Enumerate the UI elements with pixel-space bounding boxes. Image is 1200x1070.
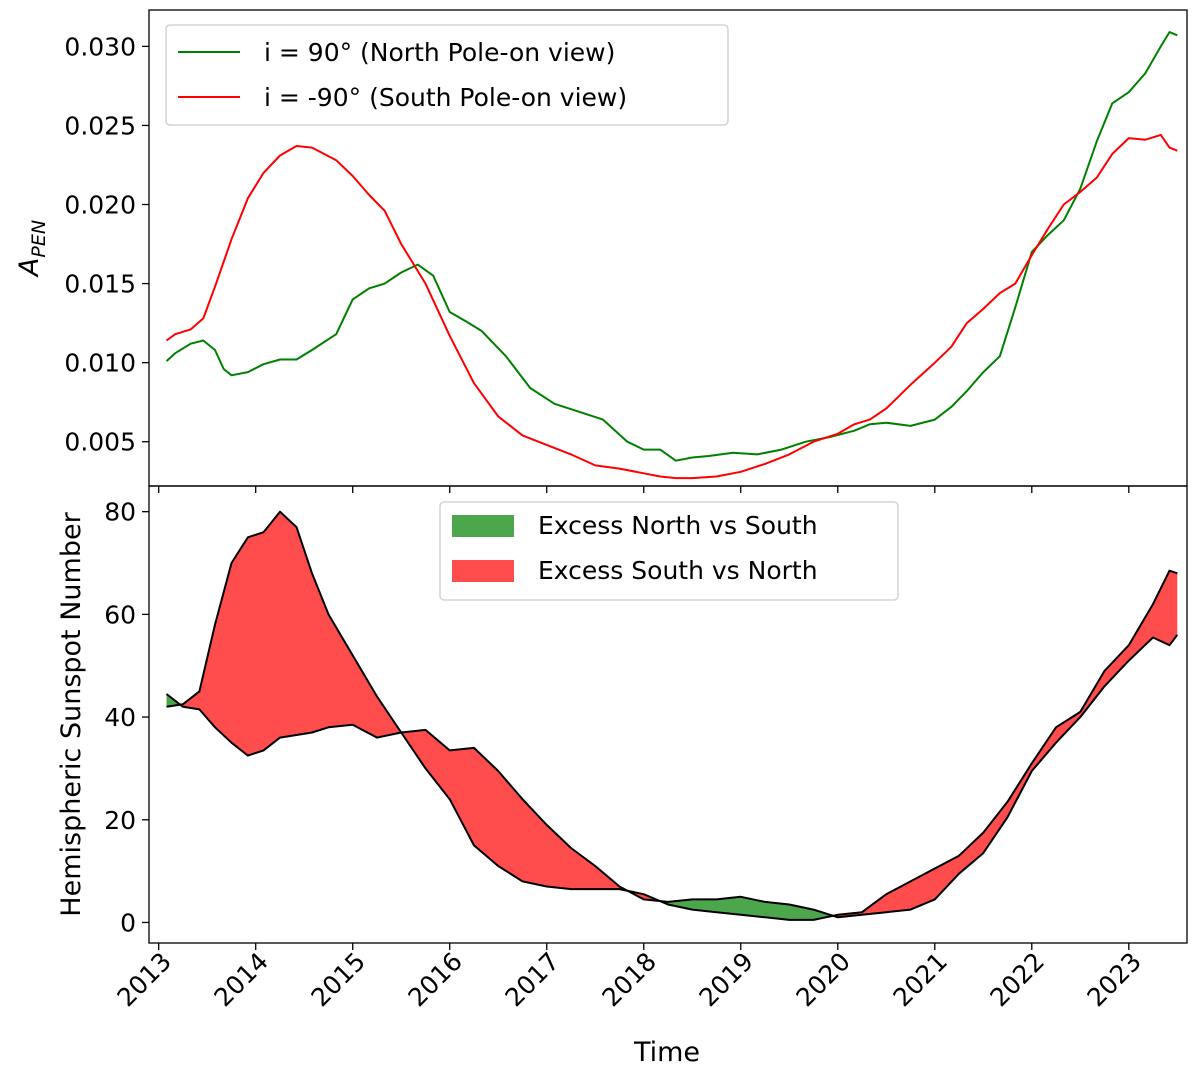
apen-y-tick-label: 0.020 [64, 191, 136, 220]
apen-y-tick-label: 0.005 [64, 428, 136, 457]
top-panel: 0.005 0.010 0.015 0.020 0.025 0.030 APEN i = … [14, 9, 1188, 493]
sunspot-y-tick-label: 20 [104, 806, 136, 835]
bottom-plot-frame [148, 485, 1188, 944]
apen-y-tick-label: 0.030 [64, 32, 136, 61]
apen-legend-label-1: i = -90° (South Pole-on view) [264, 83, 627, 112]
sunspot-legend-label-0: Excess North vs South [538, 511, 818, 540]
time-x-tick-label: 2014 [208, 947, 273, 1012]
apen-legend-label-0: i = 90° (North Pole-on view) [264, 38, 615, 67]
apen-x-ticks [158, 486, 1130, 493]
apen-y-tick-label: 0.015 [64, 270, 136, 299]
time-x-tick-label: 2022 [985, 947, 1050, 1012]
sunspot-legend-label-1: Excess South vs North [538, 556, 818, 585]
south-sunspot-line [166, 510, 1178, 921]
time-x-tick-label: 2013 [111, 947, 176, 1012]
time-x-tick-label: 2023 [1082, 947, 1147, 1012]
sunspot-y-tick-label: 0 [120, 908, 136, 937]
sunspot-y-tick-label: 60 [104, 600, 136, 629]
north-sunspot-line [165, 634, 1179, 919]
apen-y-axis-label: APEN [14, 220, 50, 278]
sunspot-y-axis: 0 20 40 60 80 [104, 498, 149, 937]
time-x-tick-label: 2017 [499, 947, 564, 1012]
time-x-tick-label: 2021 [888, 947, 953, 1012]
apen-series-line-1 [165, 133, 1178, 480]
excess-north-region-3 [659, 896, 833, 920]
time-x-axis: 2013 2014 2015 2016 2017 2018 2019 2020 2021 2022… [111, 943, 1147, 1012]
apen-legend: i = 90° (North Pole-on view) i = -90° (So… [165, 24, 729, 126]
time-x-tick-label: 2019 [694, 947, 759, 1012]
sunspot-legend-swatch-1 [452, 560, 514, 582]
time-x-axis-label: Time [633, 1037, 700, 1068]
excess-south-region-1 [180, 511, 628, 891]
apen-y-axis-label-sub: PEN [28, 220, 50, 258]
apen-legend-box [165, 24, 729, 126]
time-x-tick-label: 2016 [402, 947, 467, 1012]
time-x-tick-label: 2018 [596, 947, 661, 1012]
apen-y-axis-label-main: A [14, 258, 45, 278]
apen-y-tick-label: 0.025 [64, 111, 136, 140]
sunspot-lines [165, 510, 1179, 921]
time-x-tick-label: 2015 [305, 947, 370, 1012]
sunspot-legend-swatch-0 [452, 515, 514, 537]
sunspot-legend-box [439, 501, 899, 601]
sunspot-y-tick-label: 80 [104, 498, 136, 527]
time-x-tick-label: 2020 [791, 947, 856, 1012]
apen-lines [165, 31, 1178, 480]
apen-y-axis: 0.005 0.010 0.015 0.020 0.025 0.030 [64, 32, 149, 457]
excess-south-region-4 [832, 570, 1178, 918]
sunspot-y-axis-label: Hemispheric Sunspot Number [56, 511, 87, 916]
apen-y-tick-label: 0.010 [64, 349, 136, 378]
sunspot-y-tick-label: 40 [104, 703, 136, 732]
sunspot-legend: Excess North vs South Excess South vs Nor… [439, 501, 899, 601]
